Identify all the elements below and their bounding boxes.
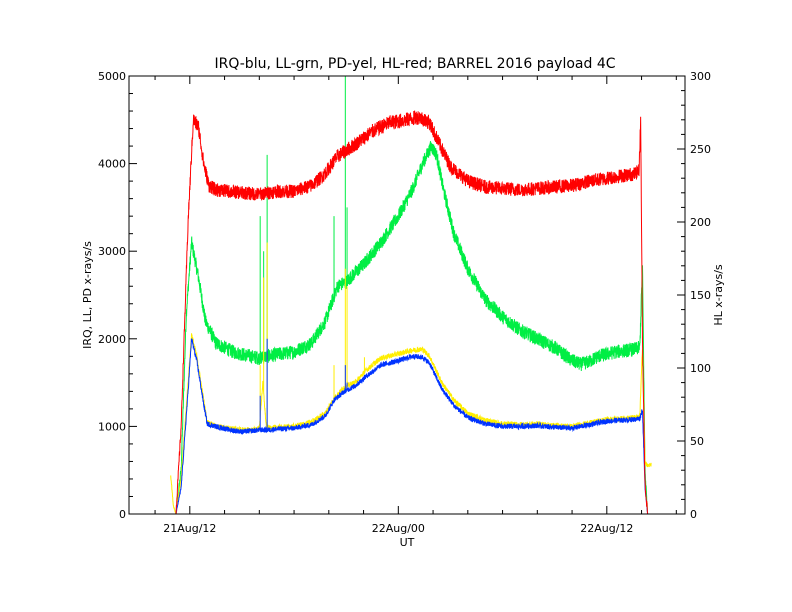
left-y-tick-label: 1000 [98,420,126,433]
right-y-tick-label: 50 [690,435,704,448]
left-y-tick-label: 4000 [98,158,126,171]
left-y-tick-label: 2000 [98,333,126,346]
left-y-tick-label: 0 [119,508,126,521]
right-y-tick-label: 150 [690,289,711,302]
right-y-tick-label: 200 [690,216,711,229]
series-line-pd [170,242,652,515]
right-y-axis: 0 50 100 150 200 250 300 [677,70,711,521]
right-y-tick-label: 250 [690,143,711,156]
series-layer [170,76,652,515]
left-y-axis: 0 1000 2000 3000 4000 5000 [98,70,137,521]
x-axis: 21Aug/12 22Aug/00 22Aug/12 [154,76,677,535]
left-y-axis-label: IRQ, LL, PD x-rays/s [81,241,94,349]
series-line-irq [175,338,649,515]
right-y-tick-label: 100 [690,362,711,375]
left-y-tick-label: 5000 [98,70,126,83]
right-y-tick-label: 300 [690,70,711,83]
x-axis-label: UT [400,536,415,549]
right-y-tick-label: 0 [690,508,697,521]
left-y-tick-label: 3000 [98,245,126,258]
x-tick-label: 22Aug/12 [580,522,633,535]
chart-title: IRQ-blu, LL-grn, PD-yel, HL-red; BARREL … [214,56,615,72]
right-y-axis-label: HL x-rays/s [712,264,725,326]
x-tick-label: 22Aug/00 [372,522,425,535]
x-tick-label: 21Aug/12 [163,522,216,535]
series-line-hl [175,110,648,515]
